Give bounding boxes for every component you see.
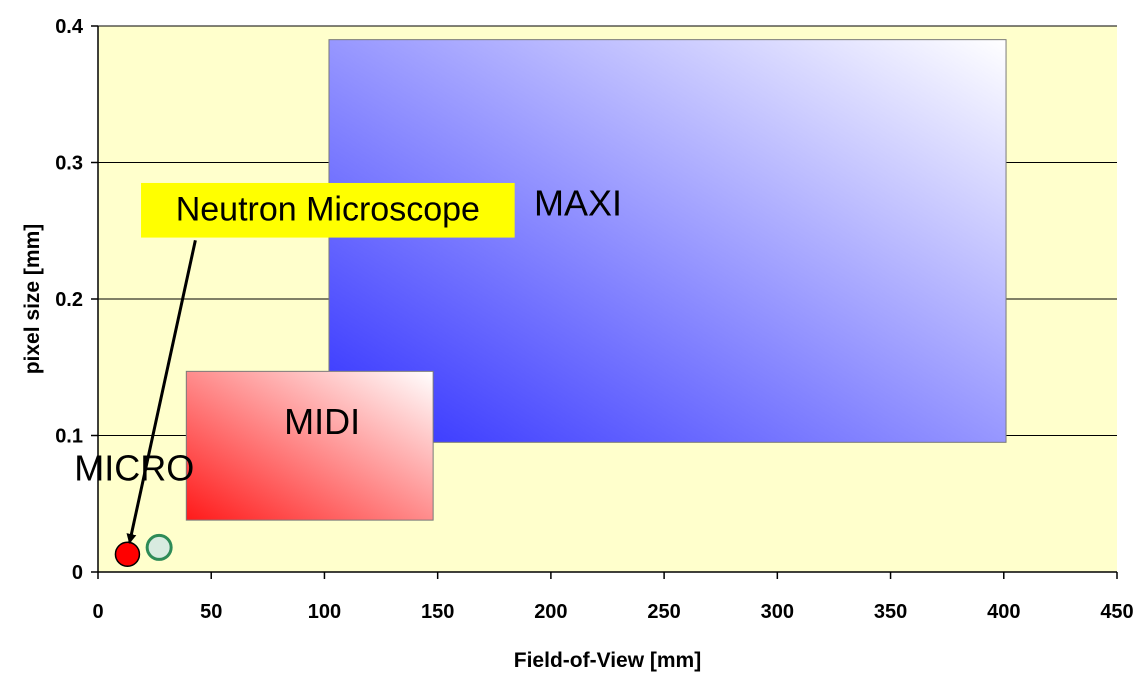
y-tick-label-1: 0.1: [55, 426, 83, 448]
y-tick-label-4: 0.4: [55, 16, 84, 38]
y-tick-label-3: 0.3: [55, 153, 83, 175]
x-tick-label-7: 350: [874, 601, 907, 623]
callout-arrow-0: [126, 239, 197, 544]
x-axis-title: Field-of-View [mm]: [514, 649, 701, 672]
y-axis-title: pixel size [mm]: [21, 224, 44, 375]
label-micro: MICRO: [74, 448, 194, 489]
callout-label-0: Neutron Microscope: [176, 190, 480, 228]
x-tick-label-5: 250: [647, 601, 680, 623]
x-tick-label-6: 300: [761, 601, 794, 623]
callout-box-0: [141, 182, 515, 238]
x-tick-label-8: 400: [987, 601, 1020, 623]
x-tick-label-9: 450: [1100, 601, 1133, 623]
data-point-1: [145, 533, 173, 561]
region-maxi: [328, 39, 1007, 443]
region-label-maxi: MAXI: [534, 183, 622, 224]
data-point-0: [114, 541, 141, 568]
x-tick-label-1: 50: [200, 601, 222, 623]
x-tick-label-3: 150: [421, 601, 454, 623]
x-tick-label-0: 0: [92, 601, 103, 623]
region-label-midi: MIDI: [284, 401, 360, 442]
region-midi: [185, 370, 434, 521]
y-tick-label-0: 0: [72, 562, 83, 584]
y-tick-label-2: 0.2: [55, 289, 83, 311]
x-tick-label-2: 100: [308, 601, 341, 623]
x-tick-label-4: 200: [534, 601, 567, 623]
